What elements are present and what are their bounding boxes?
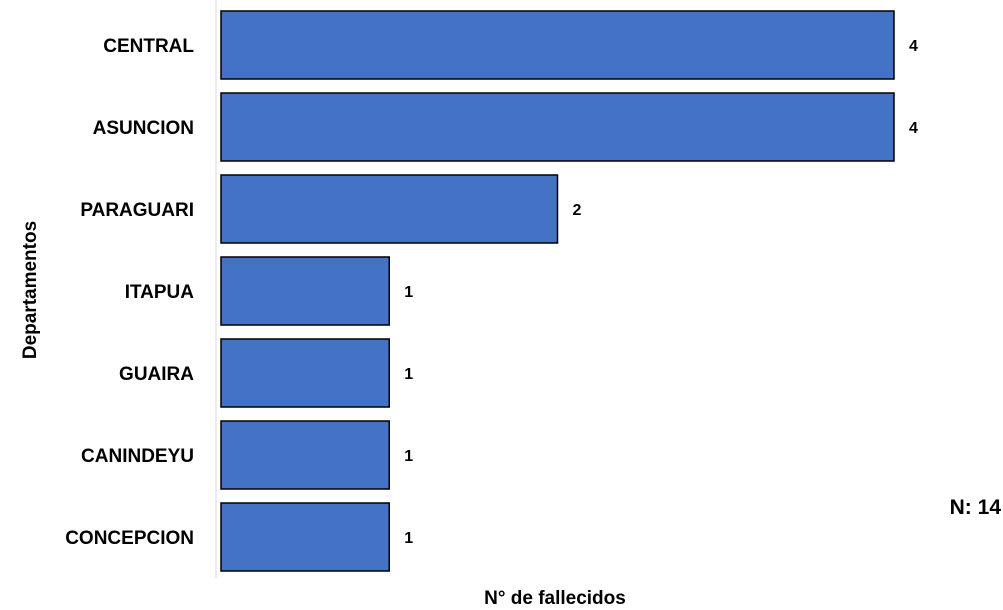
category-label-guaira: GUAIRA xyxy=(119,364,194,385)
value-label-concepcion: 1 xyxy=(404,530,413,547)
value-labels-group: 4 4 2 1 1 1 1 xyxy=(404,38,918,547)
bar-asuncion xyxy=(220,92,895,162)
value-label-paraguari: 2 xyxy=(573,202,582,219)
category-labels-group: CENTRAL ASUNCION PARAGUARI ITAPUA GUAIRA CANI… xyxy=(65,36,194,549)
category-label-paraguari: PARAGUARI xyxy=(80,200,194,221)
category-label-concepcion: CONCEPCION xyxy=(65,528,194,549)
category-label-canindeyu: CANINDEYU xyxy=(81,446,194,467)
bar-canindeyu xyxy=(220,420,390,490)
x-axis-title: N° de fallecidos xyxy=(484,588,626,609)
bar-central xyxy=(220,10,895,80)
bar-concepcion xyxy=(220,502,390,572)
value-label-guaira: 1 xyxy=(404,366,413,383)
y-axis-title: Departamentos xyxy=(20,221,41,359)
sample-size-annotation: N: 14 xyxy=(950,496,1002,519)
value-label-itapua: 1 xyxy=(404,284,413,301)
bars-group xyxy=(220,10,895,572)
bar-paraguari xyxy=(220,174,559,244)
category-label-central: CENTRAL xyxy=(103,36,194,57)
value-label-canindeyu: 1 xyxy=(404,448,413,465)
bar-itapua xyxy=(220,256,390,326)
category-label-itapua: ITAPUA xyxy=(125,282,195,303)
value-label-asuncion: 4 xyxy=(909,120,918,137)
category-label-asuncion: ASUNCION xyxy=(93,118,194,139)
value-label-central: 4 xyxy=(909,38,918,55)
bar-guaira xyxy=(220,338,390,408)
